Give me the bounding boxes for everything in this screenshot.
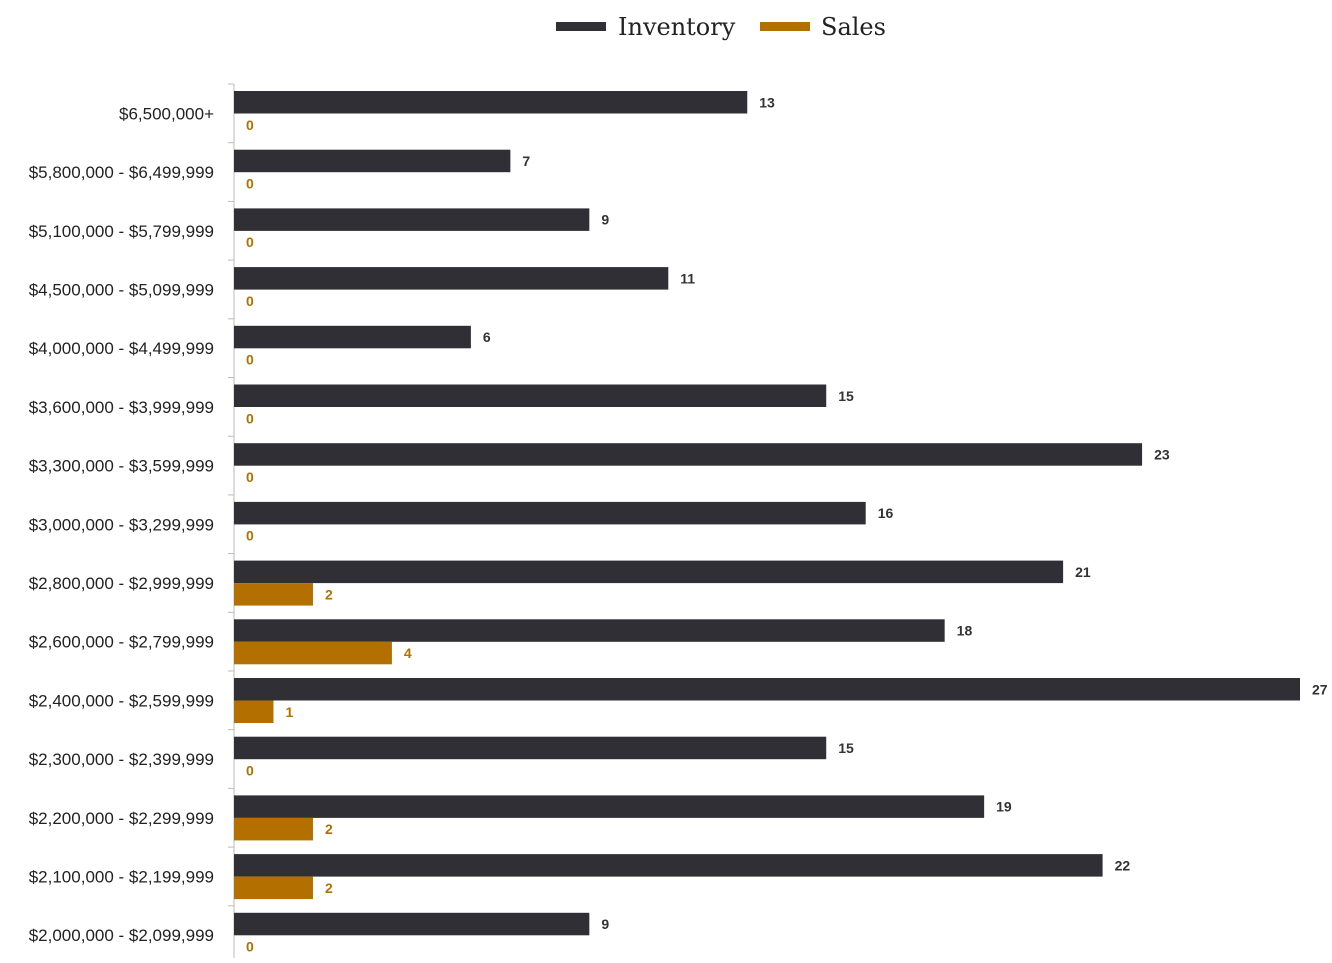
category-label: $4,000,000 - $4,499,999 xyxy=(29,339,214,358)
bar-inventory xyxy=(234,854,1103,877)
category-label: $2,600,000 - $2,799,999 xyxy=(29,633,214,652)
value-label-sales: 2 xyxy=(325,821,333,837)
bar-sales xyxy=(234,817,313,841)
value-label-inventory: 15 xyxy=(838,388,854,404)
value-label-inventory: 9 xyxy=(601,212,609,228)
bar-inventory xyxy=(234,267,669,290)
value-label-inventory: 16 xyxy=(878,505,894,521)
value-labels: 1307090110601502301602121842711501922229… xyxy=(246,94,1328,954)
bar-inventory xyxy=(234,736,827,760)
value-label-sales: 0 xyxy=(246,762,254,778)
value-label-sales: 0 xyxy=(246,469,254,485)
bar-inventory xyxy=(234,678,1300,701)
value-label-inventory: 13 xyxy=(759,94,775,110)
category-label: $2,000,000 - $2,099,999 xyxy=(29,926,214,945)
category-labels: $6,500,000+ $5,800,000 - $6,499,999 $5,100… xyxy=(29,104,214,945)
legend-swatch-inventory xyxy=(556,22,606,31)
bar-sales xyxy=(234,583,313,606)
value-label-sales: 0 xyxy=(246,410,254,426)
value-label-sales: 0 xyxy=(246,234,254,250)
category-label: $3,300,000 - $3,599,999 xyxy=(29,457,214,476)
bar-inventory xyxy=(234,91,748,114)
value-label-inventory: 9 xyxy=(601,916,609,932)
value-label-inventory: 7 xyxy=(522,153,530,169)
category-label: $4,500,000 - $5,099,999 xyxy=(29,280,214,299)
value-label-sales: 0 xyxy=(246,175,254,191)
category-label: $6,500,000+ xyxy=(119,104,214,123)
value-label-sales: 0 xyxy=(246,352,254,368)
bar-sales xyxy=(234,876,313,900)
value-label-sales: 0 xyxy=(246,293,254,309)
legend-label-sales: Sales xyxy=(821,13,886,41)
bar-inventory xyxy=(234,208,590,231)
value-label-inventory: 23 xyxy=(1154,446,1170,462)
value-label-sales: 2 xyxy=(325,586,333,602)
category-label: $5,100,000 - $5,799,999 xyxy=(29,222,214,241)
legend-swatch-sales xyxy=(760,22,810,31)
bar-inventory xyxy=(234,501,866,525)
category-label: $2,200,000 - $2,299,999 xyxy=(29,809,214,828)
legend-label-inventory: Inventory xyxy=(618,13,736,41)
value-label-sales: 0 xyxy=(246,117,254,133)
category-label: $3,000,000 - $3,299,999 xyxy=(29,515,214,534)
value-label-inventory: 21 xyxy=(1075,564,1091,580)
bar-inventory xyxy=(234,325,471,349)
category-label: $2,800,000 - $2,999,999 xyxy=(29,574,214,593)
value-label-inventory: 27 xyxy=(1312,681,1328,697)
category-label: $2,300,000 - $2,399,999 xyxy=(29,750,214,769)
bar-inventory xyxy=(234,149,511,173)
value-label-inventory: 15 xyxy=(838,740,854,756)
bar-sales xyxy=(234,641,392,665)
category-axis xyxy=(228,83,235,963)
value-label-inventory: 18 xyxy=(957,623,973,639)
bar-inventory xyxy=(234,912,590,936)
value-label-inventory: 22 xyxy=(1115,857,1131,873)
value-label-sales: 4 xyxy=(404,645,412,661)
bar-sales xyxy=(234,700,274,723)
value-label-sales: 2 xyxy=(325,880,333,896)
bar-inventory xyxy=(234,619,945,642)
value-label-sales: 0 xyxy=(246,939,254,955)
bar-inventory xyxy=(234,384,827,407)
category-label: $2,400,000 - $2,599,999 xyxy=(29,691,214,710)
bars-group xyxy=(234,91,1300,936)
bar-inventory xyxy=(234,560,1064,584)
bar-inventory xyxy=(234,443,1143,466)
value-label-inventory: 6 xyxy=(483,329,491,345)
value-label-sales: 1 xyxy=(285,704,293,720)
category-label: $5,800,000 - $6,499,999 xyxy=(29,163,214,182)
category-label: $3,600,000 - $3,999,999 xyxy=(29,398,214,417)
legend: Inventory Sales xyxy=(556,13,886,41)
value-label-inventory: 11 xyxy=(680,270,695,286)
bar-inventory xyxy=(234,795,985,818)
value-label-inventory: 19 xyxy=(996,799,1012,815)
category-label: $2,100,000 - $2,199,999 xyxy=(29,867,214,886)
value-label-sales: 0 xyxy=(246,528,254,544)
